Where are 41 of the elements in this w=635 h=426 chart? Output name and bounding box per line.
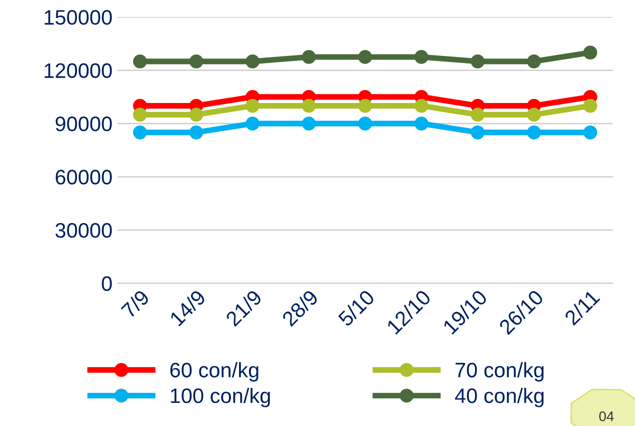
point — [583, 98, 598, 113]
point — [189, 54, 204, 68]
point — [358, 116, 372, 130]
point — [583, 125, 598, 140]
point — [358, 98, 372, 113]
x-tick-label: 5/10 — [337, 288, 376, 328]
point — [189, 108, 204, 122]
point — [583, 46, 598, 60]
x-tick-label: 2/11 — [563, 288, 600, 326]
point — [470, 108, 485, 122]
text: 04 — [599, 411, 614, 422]
x-tick-label: 7/9 — [120, 288, 150, 319]
point — [470, 54, 485, 68]
point — [133, 125, 147, 140]
y-tick-label: 90000 — [56, 116, 112, 132]
legend-label: 40 con/kg — [455, 388, 544, 408]
point — [527, 125, 541, 140]
point — [133, 54, 147, 68]
point — [246, 54, 260, 68]
point — [358, 50, 372, 64]
point — [246, 116, 260, 130]
point — [470, 125, 485, 140]
point — [133, 108, 147, 122]
y-tick-label: 120000 — [44, 63, 112, 78]
y-tick-label: 30000 — [55, 223, 112, 238]
point — [246, 98, 260, 113]
point — [189, 125, 204, 140]
point — [527, 108, 541, 122]
legend-label: 60 con/kg — [170, 362, 258, 382]
point — [527, 54, 541, 68]
y-tick-label: 60000 — [56, 170, 112, 185]
point — [302, 98, 316, 113]
y-tick-label: 150000 — [44, 10, 112, 25]
point — [302, 50, 316, 64]
point — [414, 50, 428, 64]
legend-label: 100 con/kg — [170, 388, 270, 408]
legend-label: 70 con/kg — [456, 362, 544, 382]
point — [302, 116, 316, 130]
point — [414, 116, 428, 130]
point — [414, 98, 428, 113]
y-tick-label: 0 — [102, 276, 112, 292]
